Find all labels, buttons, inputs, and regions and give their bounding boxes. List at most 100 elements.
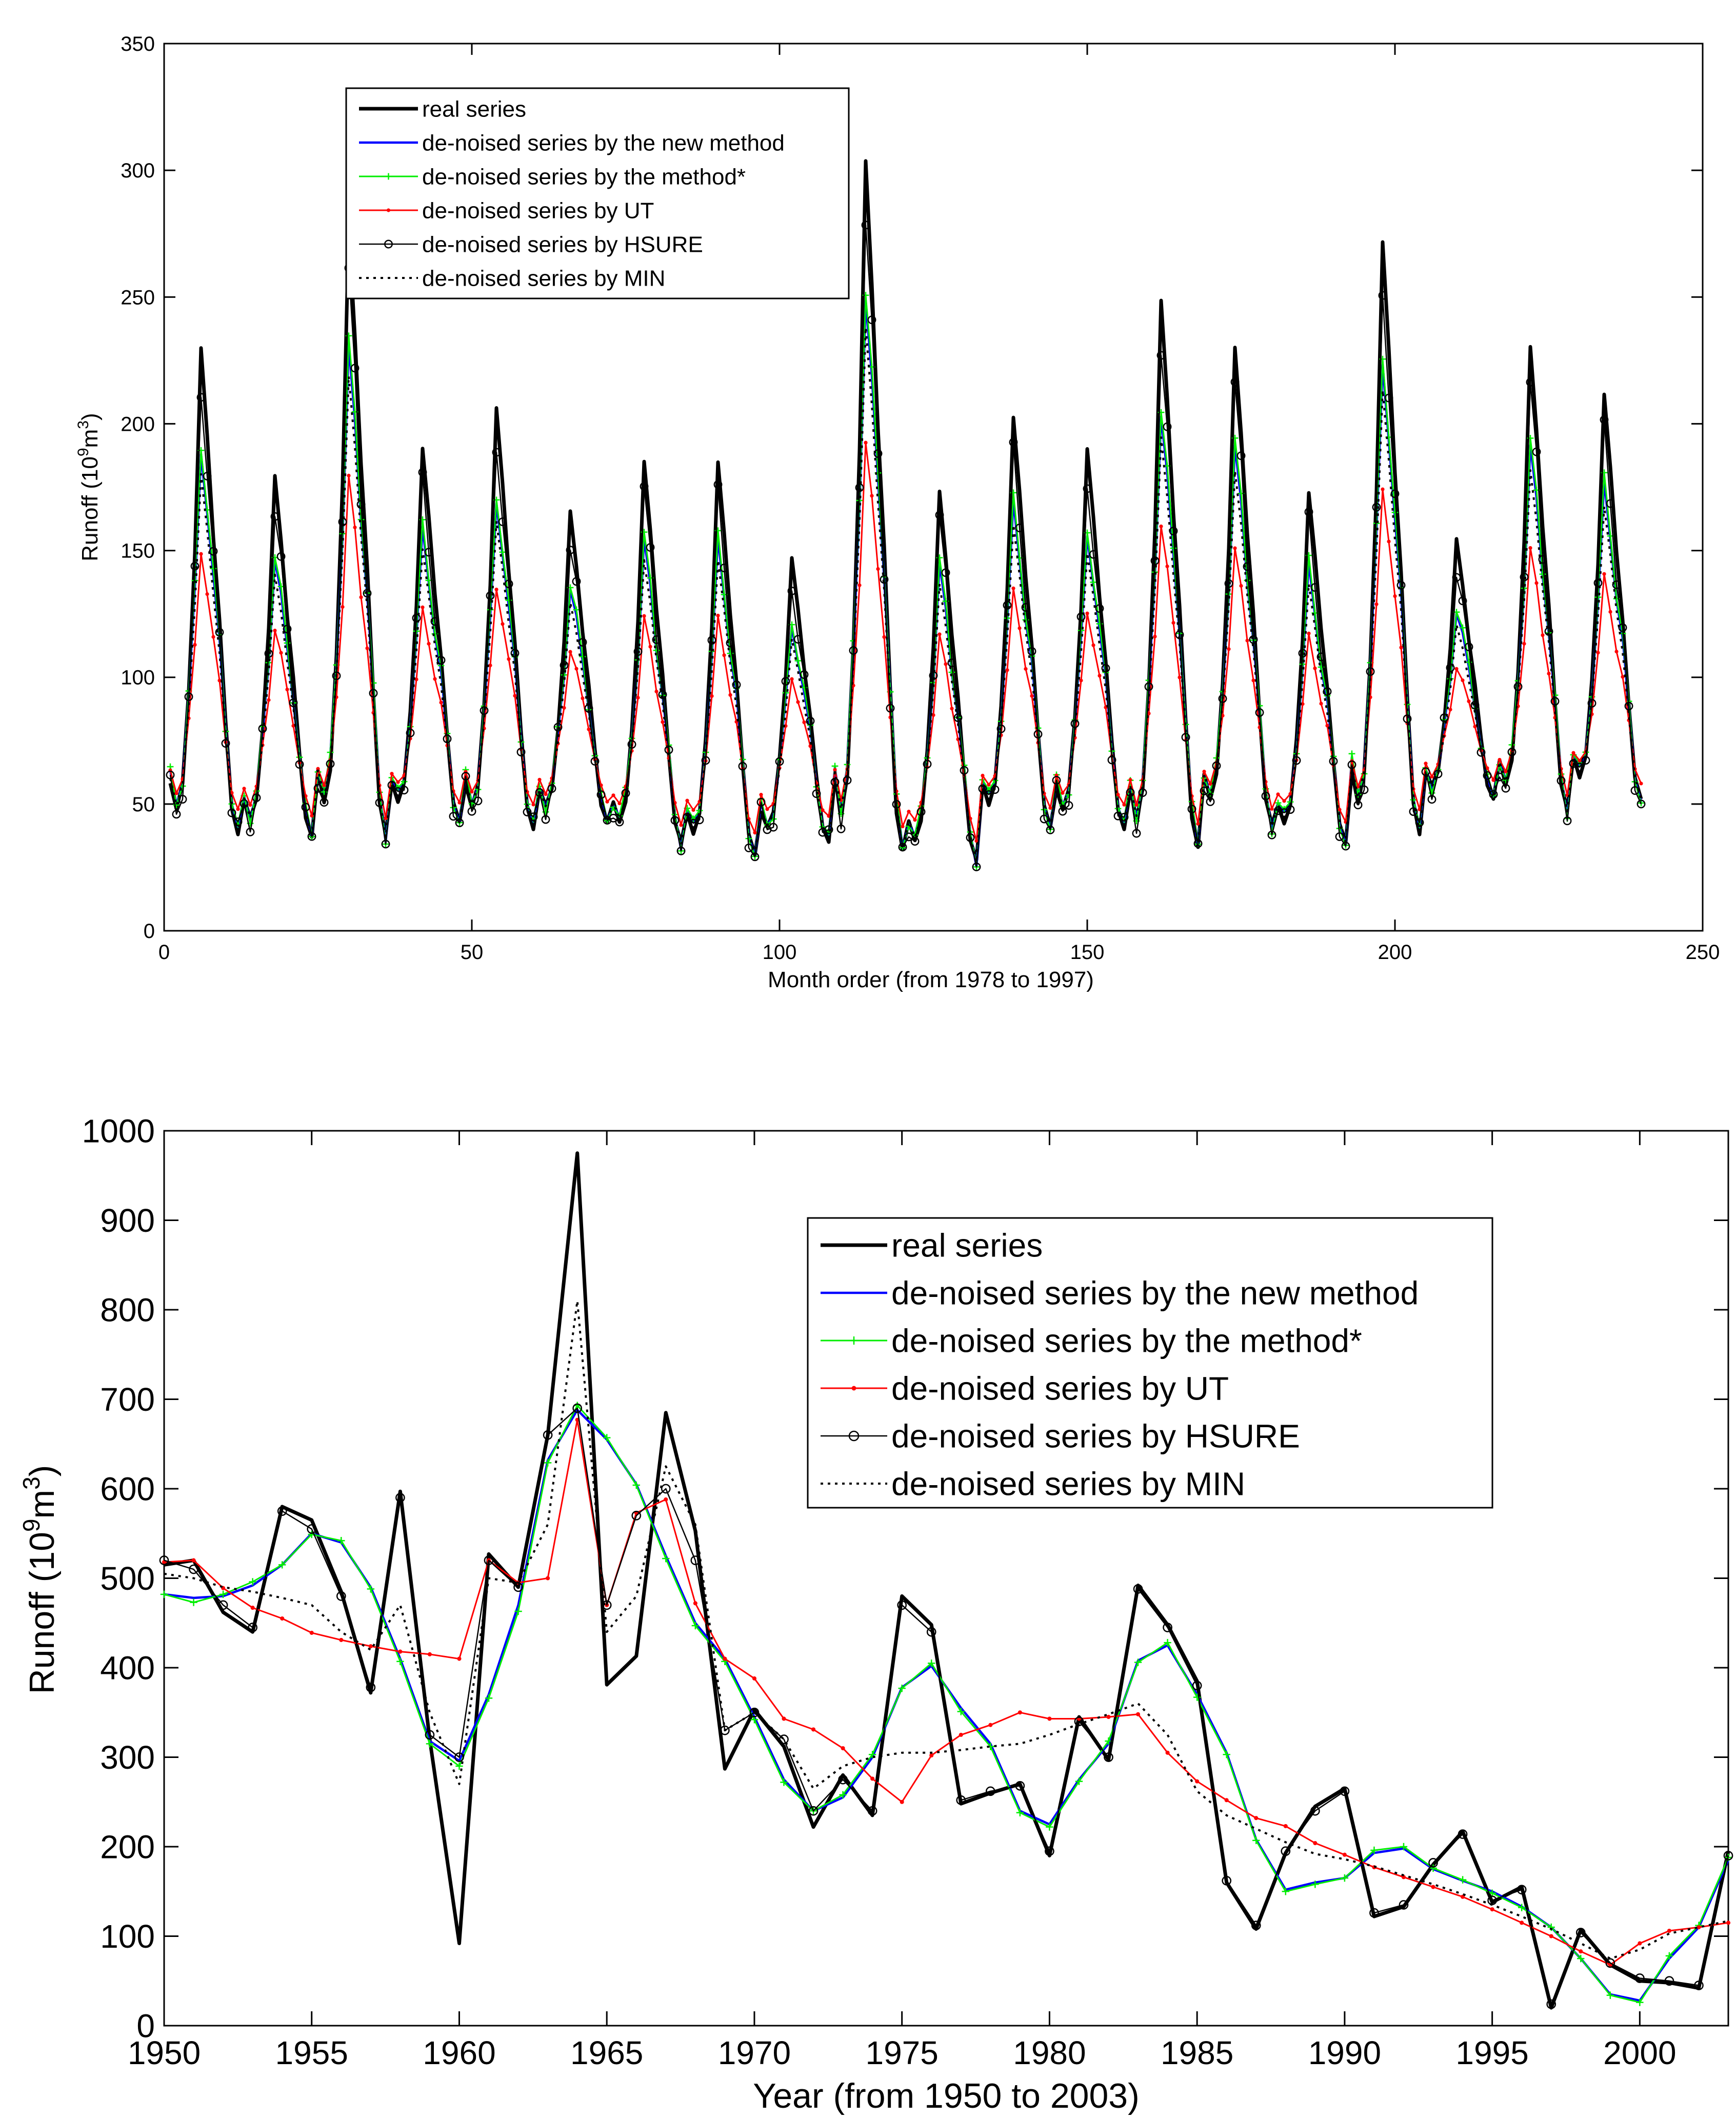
- data-point: [1015, 1781, 1025, 1791]
- data-point: [278, 1561, 286, 1569]
- data-point: [1636, 1998, 1644, 2006]
- data-point: [1016, 1809, 1024, 1816]
- data-point: [249, 1578, 256, 1586]
- legend-label: de-noised series by HSURE: [422, 232, 703, 257]
- data-point: [1075, 1777, 1083, 1785]
- data-point: [1200, 786, 1209, 795]
- data-point: [1003, 601, 1012, 610]
- data-point: [217, 678, 222, 683]
- data-point: [780, 1778, 788, 1786]
- data-point: [233, 817, 243, 826]
- data-point: [336, 1591, 346, 1601]
- y-axis-label: Runoff (109m3): [75, 413, 103, 561]
- data-point: [855, 483, 864, 492]
- data-point: [1245, 638, 1249, 643]
- data-point: [1281, 1846, 1291, 1856]
- data-point: [367, 1585, 375, 1593]
- data-point: [375, 798, 384, 807]
- data-point: [603, 1434, 611, 1442]
- data-point: [1612, 580, 1621, 589]
- data-point: [1252, 1836, 1260, 1844]
- data-point: [309, 1630, 314, 1635]
- y-tick: 0: [136, 2007, 1728, 2044]
- data-point: [1399, 646, 1403, 650]
- data-point: [1313, 1841, 1318, 1846]
- data-point: [1498, 757, 1502, 762]
- data-point: [1516, 1885, 1527, 1895]
- legend-label: de-noised series by the new method: [891, 1274, 1419, 1311]
- legend-marker: [385, 173, 392, 180]
- data-point: [838, 1774, 848, 1785]
- x-tick-label: 0: [158, 941, 170, 964]
- data-point: [1366, 667, 1375, 676]
- x-tick: 1980: [1013, 1131, 1086, 2071]
- data-point: [1134, 1658, 1142, 1666]
- data-point: [1340, 1786, 1350, 1796]
- data-point: [1251, 678, 1255, 683]
- data-point: [337, 1537, 345, 1545]
- data-point: [726, 638, 735, 648]
- x-tick: 50: [461, 44, 483, 964]
- data-point: [627, 740, 636, 749]
- legend-label: real series: [422, 96, 526, 122]
- data-point: [1501, 784, 1510, 793]
- data-point: [1400, 1843, 1408, 1851]
- y-tick-label: 300: [121, 159, 155, 182]
- data-point: [1518, 1904, 1526, 1911]
- data-point: [1593, 578, 1603, 588]
- y-tick: 400: [100, 1649, 1728, 1686]
- data-point: [1288, 792, 1292, 796]
- data-point: [926, 1627, 936, 1637]
- data-point: [1606, 1991, 1614, 1999]
- y-tick: 200: [121, 413, 1703, 435]
- data-point: [1547, 671, 1551, 676]
- data-point: [457, 1656, 462, 1661]
- data-point: [1399, 1900, 1409, 1910]
- data-point: [1061, 791, 1065, 795]
- data-point: [1133, 1584, 1143, 1594]
- data-point: [1233, 546, 1237, 550]
- data-point: [310, 814, 314, 818]
- data-point: [944, 662, 948, 666]
- data-point: [1033, 730, 1043, 739]
- data-point: [1520, 1921, 1524, 1925]
- data-point: [1483, 771, 1492, 780]
- data-point: [1546, 1999, 1557, 2009]
- data-point: [1249, 635, 1258, 644]
- data-point: [720, 1725, 730, 1735]
- data-point: [713, 480, 723, 489]
- data-point: [1163, 422, 1172, 431]
- y-tick-label: 0: [144, 920, 155, 943]
- data-point: [1153, 634, 1157, 638]
- data-point: [868, 1751, 876, 1758]
- data-point: [363, 589, 372, 598]
- y-tick: 700: [100, 1381, 1728, 1418]
- x-tick: 1970: [718, 1131, 791, 2071]
- data-point: [486, 591, 495, 601]
- data-point: [1353, 801, 1363, 810]
- data-point: [821, 808, 825, 812]
- data-point: [1381, 487, 1385, 491]
- data-point: [1286, 805, 1295, 814]
- data-point: [827, 814, 831, 818]
- data-point: [1587, 698, 1597, 708]
- data-point: [400, 786, 409, 795]
- data-point: [210, 565, 217, 572]
- y-tick: 100: [121, 667, 1703, 689]
- y-tick-label: 700: [100, 1381, 155, 1418]
- data-point: [421, 605, 425, 609]
- y-tick-label: 150: [121, 540, 155, 563]
- data-point: [1017, 1710, 1022, 1715]
- data-point: [1283, 1824, 1288, 1828]
- data-point: [974, 839, 979, 843]
- data-point: [824, 825, 833, 834]
- data-point: [617, 801, 622, 806]
- legend-item-real-series: real series: [821, 1227, 1043, 1264]
- data-point: [1491, 778, 1495, 782]
- data-point: [1575, 1928, 1586, 1937]
- data-point: [1267, 830, 1276, 839]
- data-point: [1193, 1693, 1201, 1701]
- data-point: [590, 757, 600, 766]
- legend-label: de-noised series by MIN: [422, 266, 665, 291]
- data-point: [752, 1676, 756, 1681]
